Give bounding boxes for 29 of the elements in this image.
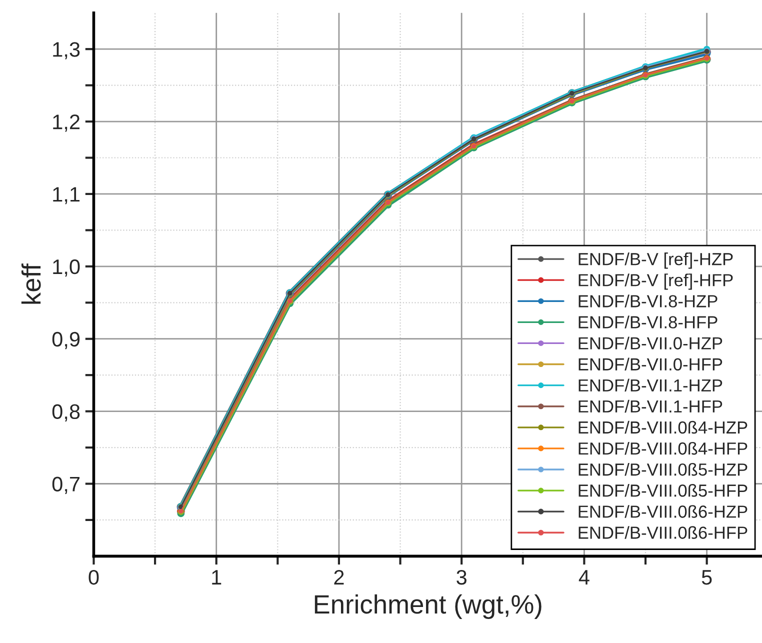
legend-label: ENDF/B-VI.8-HFP bbox=[578, 316, 718, 328]
x-tick-label: 1 bbox=[212, 570, 222, 584]
legend-label: ENDF/B-VIII.0ß5-HFP bbox=[578, 484, 748, 497]
y-tick-label: 1,2 bbox=[53, 114, 80, 132]
legend-label: ENDF/B-VI.8-HZP bbox=[578, 294, 718, 308]
legend-label: ENDF/B-VIII.0ß6-HFP bbox=[578, 526, 748, 539]
y-tick-label: 0,8 bbox=[52, 404, 80, 422]
x-tick-label: 5 bbox=[702, 570, 712, 585]
y-axis-title: keff bbox=[21, 263, 41, 304]
legend-label: ENDF/B-VII.1-HFP bbox=[578, 400, 722, 413]
x-axis-title: Enrichment (wgt,%) bbox=[314, 594, 542, 619]
y-tick-label: 0,9 bbox=[52, 332, 80, 350]
y-tick-label: 1,0 bbox=[53, 259, 80, 277]
legend-label: ENDF/B-VII.0-HZP bbox=[578, 336, 722, 350]
legend-label: ENDF/B-VII.0-HFP bbox=[578, 358, 722, 371]
x-tick-label: 4 bbox=[578, 570, 590, 584]
x-tick-label: 3 bbox=[456, 570, 466, 585]
legend-label: ENDF/B-VIII.0ß6-HZP bbox=[578, 505, 748, 518]
legend-label: ENDF/B-V [ref]-HFP bbox=[578, 274, 733, 290]
y-tick-label: 1,1 bbox=[53, 187, 80, 204]
x-tick-label: 2 bbox=[334, 570, 344, 584]
legend-label: ENDF/B-VIII.0ß4-HFP bbox=[578, 442, 748, 455]
legend-label: ENDF/B-VIII.0ß5-HZP bbox=[578, 462, 748, 476]
y-tick-label: 0,7 bbox=[52, 476, 80, 494]
y-tick-label: 1,3 bbox=[53, 42, 80, 60]
legend-label: ENDF/B-VIII.0ß4-HZP bbox=[578, 420, 748, 434]
legend-label: ENDF/B-V [ref]-HZP bbox=[578, 252, 733, 269]
legend-label: ENDF/B-VII.1-HZP bbox=[578, 378, 722, 392]
x-tick-label: 0 bbox=[88, 570, 99, 585]
